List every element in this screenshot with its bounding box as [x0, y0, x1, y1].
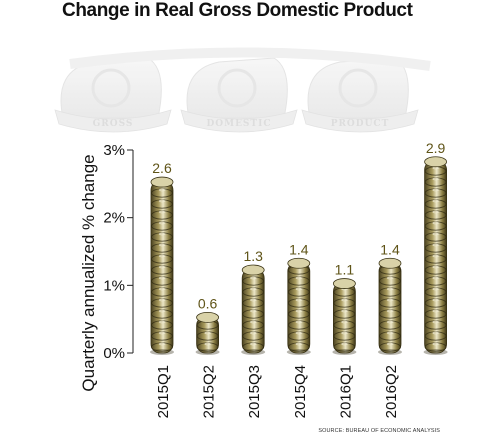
value-label: 1.3	[243, 248, 263, 264]
y-tick-label: 3%	[103, 142, 125, 159]
bar	[286, 257, 311, 355]
banner-word: GROSS	[93, 119, 134, 129]
banner-ornament: PRODUCT	[301, 57, 419, 133]
value-label: 2.9	[426, 140, 446, 156]
bars	[150, 156, 448, 355]
decorative-banner: GROSS DOMESTIC PRODUCT	[54, 47, 431, 133]
chart-title: Change in Real Gross Domestic Product	[62, 0, 413, 21]
banner-word: DOMESTIC	[206, 119, 271, 129]
y-tick-label: 0%	[103, 345, 125, 362]
y-axis: 0% 1% 2% 3%	[103, 142, 134, 362]
x-tick-label: 2015Q1	[155, 365, 172, 418]
value-label: 1.4	[289, 241, 309, 257]
bar	[378, 257, 402, 355]
bar	[332, 278, 357, 355]
banner-ornament: GROSS	[54, 57, 172, 133]
x-tick-label: 2016Q2	[383, 365, 400, 418]
value-labels: 2.6 0.6 1.3 1.4 1.1 1.4 2.9	[152, 140, 445, 312]
y-tick-label: 1%	[103, 277, 125, 294]
banner-ornament: DOMESTIC	[180, 57, 298, 133]
x-tick-label: 2016Q1	[337, 365, 354, 418]
value-label: 1.4	[380, 241, 400, 257]
banner-word: PRODUCT	[331, 119, 390, 129]
source-note: SOURCE: BUREAU OF ECONOMIC ANALYSIS	[318, 428, 440, 434]
x-tick-label: 2015Q4	[292, 365, 309, 418]
value-label: 0.6	[198, 295, 218, 311]
bar	[195, 311, 220, 355]
x-tick-label: 2015Q2	[201, 365, 218, 418]
value-label: 1.1	[335, 262, 355, 278]
x-tick-label: 2015Q3	[246, 365, 263, 418]
y-tick-label: 2%	[103, 210, 125, 227]
y-axis-label: Quarterly annualized % change	[79, 154, 98, 391]
value-label: 2.6	[152, 160, 172, 176]
bar	[150, 176, 174, 355]
bar	[423, 156, 448, 355]
bar	[241, 264, 266, 355]
x-axis-labels: 2015Q1 2015Q2 2015Q3 2015Q4 2016Q1 2016Q2	[155, 365, 400, 418]
